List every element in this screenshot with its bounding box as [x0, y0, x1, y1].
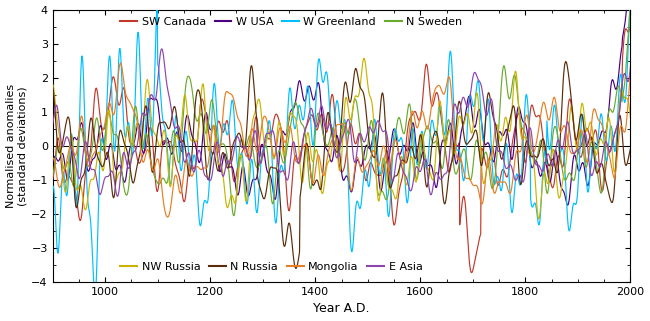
Legend: NW Russia, N Russia, Mongolia, E Asia: NW Russia, N Russia, Mongolia, E Asia	[116, 257, 427, 276]
Y-axis label: Normalised anomalies
(standard deviations): Normalised anomalies (standard deviation…	[6, 84, 27, 208]
X-axis label: Year A.D.: Year A.D.	[313, 302, 370, 316]
